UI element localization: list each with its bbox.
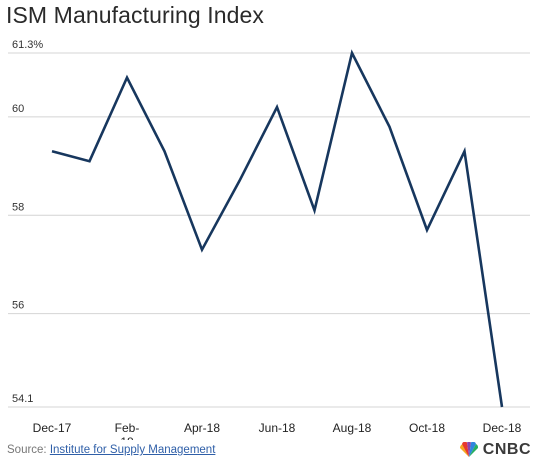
- grid-lines: [8, 52, 530, 408]
- source-link[interactable]: Institute for Supply Management: [49, 444, 216, 456]
- y-tick-label: 58: [12, 201, 24, 213]
- source-note: Source: Institute for Supply Management: [7, 444, 215, 456]
- y-tick-label: 54.1: [12, 393, 33, 405]
- y-tick-label: 60: [12, 103, 24, 115]
- y-tick-label: 61.3%: [12, 39, 43, 51]
- x-tick-label: Jun-18: [259, 421, 296, 435]
- series-line: [51, 49, 504, 408]
- line-chart: 61.3% 60 58 56 54.1 Dec-17 Feb-18 Apr-18 Jun-18…: [8, 39, 530, 440]
- y-axis-ticks: 61.3% 60 58 56 54.1: [12, 39, 43, 405]
- x-tick-label: Oct-18: [409, 421, 445, 435]
- y-tick-label: 56: [12, 300, 24, 312]
- x-tick-label: Dec-17: [33, 421, 72, 435]
- x-axis-ticks: Dec-17 Feb-18 Apr-18 Jun-18 Aug-18 Oct-18 Dec-…: [33, 421, 522, 440]
- peacock-icon: [459, 442, 478, 457]
- x-tick-label: Apr-18: [184, 421, 220, 435]
- source-prefix: Source:: [7, 444, 50, 456]
- chart-title: ISM Manufacturing Index: [6, 2, 264, 28]
- x-tick-label: Aug-18: [333, 421, 372, 435]
- cnbc-logo: CNBC: [458, 441, 531, 459]
- series-line-group: [51, 49, 504, 408]
- x-tick-label: Feb-18: [115, 421, 140, 440]
- x-tick-label: Dec-18: [483, 421, 522, 435]
- logo-wordmark: CNBC: [482, 441, 531, 458]
